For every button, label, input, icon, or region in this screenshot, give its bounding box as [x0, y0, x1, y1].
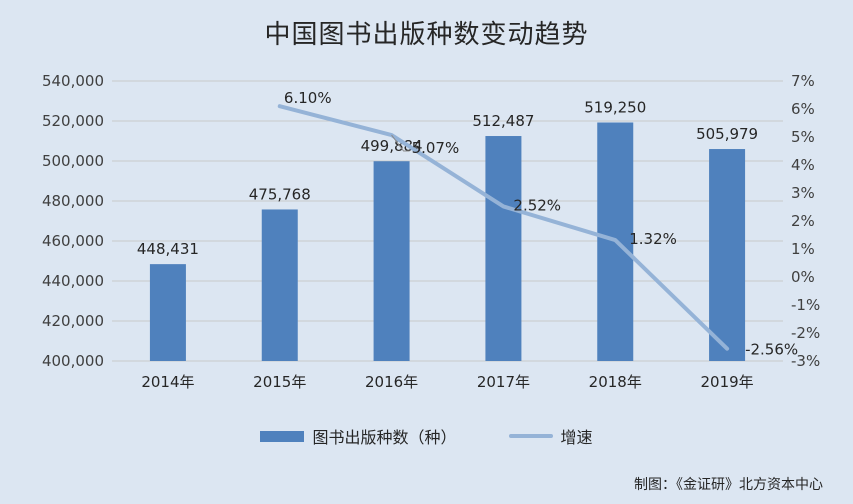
legend-bar-label: 图书出版种数（种） [312, 428, 457, 447]
legend-line-swatch [508, 434, 553, 438]
legend: 图书出版种数（种） 增速 [0, 424, 853, 448]
y-left-tick-label: 540,000 [42, 72, 104, 90]
bar-data-label: 448,431 [137, 240, 199, 258]
line-data-label: 2.52% [513, 196, 561, 214]
y-left-tick-label: 440,000 [42, 272, 104, 290]
x-tick-label: 2016年 [365, 373, 418, 391]
y-right-tick-label: 4% [791, 156, 815, 174]
y-left-tick-label: 500,000 [42, 152, 104, 170]
y-left-tick-label: 420,000 [42, 312, 104, 330]
label-leader-line [391, 134, 410, 152]
y-left-tick-label: 400,000 [42, 352, 104, 370]
y-right-tick-label: 2% [791, 212, 815, 230]
growth-line [277, 104, 730, 351]
bar [149, 264, 186, 361]
y-right-tick-label: -2% [791, 324, 820, 342]
x-tick-label: 2014年 [141, 373, 194, 391]
bar-data-label: 512,487 [472, 112, 534, 130]
bar-data-label: 505,979 [696, 125, 758, 143]
y-right-tick-label: 5% [791, 128, 815, 146]
chart-title: 中国图书出版种数变动趋势 [264, 20, 589, 50]
x-tick-label: 2017年 [477, 373, 530, 391]
y-right-tick-label: -3% [791, 352, 820, 370]
bar-data-label: 519,250 [584, 99, 646, 117]
legend-item-bar: 图书出版种数（种） [260, 424, 457, 448]
y-right-tick-label: -1% [791, 296, 820, 314]
y-left-tick-label: 460,000 [42, 232, 104, 250]
legend-bar-swatch [260, 430, 305, 442]
line-data-label: -2.56% [745, 341, 798, 359]
bar-data-label: 475,768 [249, 185, 311, 203]
line-data-label: 6.10% [284, 89, 332, 107]
bar [485, 136, 522, 361]
y-left-tick-label: 520,000 [42, 112, 104, 130]
line-data-label: 1.32% [629, 230, 677, 248]
y-right-tick-label: 3% [791, 184, 815, 202]
x-tick-label: 2015年 [253, 373, 306, 391]
y-left-tick-label: 480,000 [42, 192, 104, 210]
bar [261, 209, 298, 361]
y-right-tick-label: 7% [791, 72, 815, 90]
y-right-tick-label: 6% [791, 100, 815, 118]
bar [709, 149, 746, 361]
y-right-tick-label: 1% [791, 240, 815, 258]
y-right-tick-label: 0% [791, 268, 815, 286]
x-tick-label: 2019年 [700, 373, 753, 391]
line-data-label: 5.07% [412, 139, 460, 157]
credit-text: 制图：《金证研》北方资本中心 [634, 477, 823, 493]
x-tick-label: 2018年 [589, 373, 642, 391]
legend-item-line: 增速 [508, 424, 593, 448]
bar [373, 161, 410, 361]
legend-line-label: 增速 [560, 428, 593, 447]
